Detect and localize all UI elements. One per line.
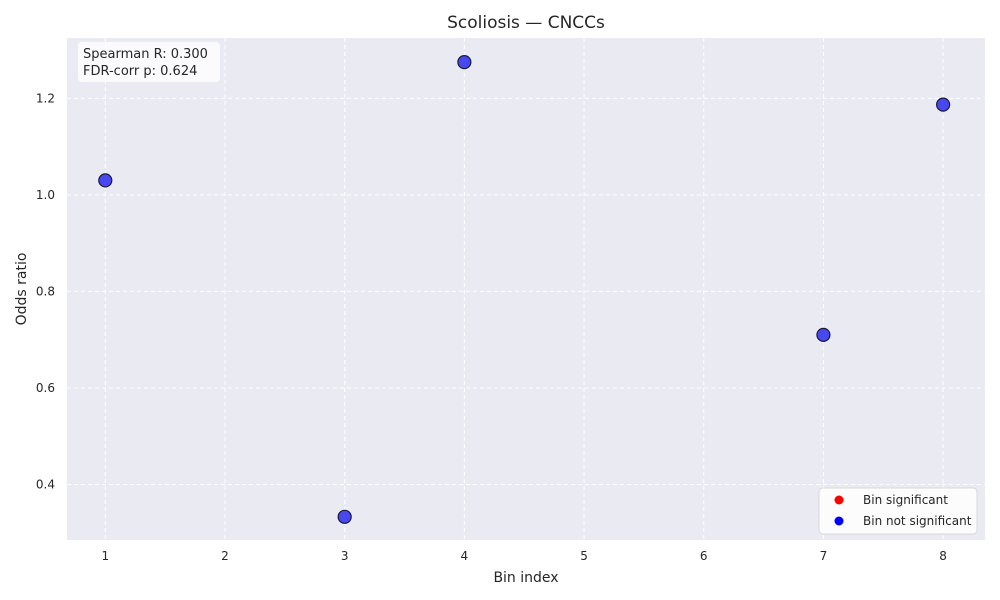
data-point xyxy=(98,173,113,188)
plot-area xyxy=(67,38,985,540)
y-axis-label: Odds ratio xyxy=(14,253,30,326)
annotation-fdr-p: FDR-corr p: 0.624 xyxy=(83,64,197,79)
x-tick-label: 8 xyxy=(939,549,947,563)
data-points xyxy=(98,55,951,524)
y-tick-label: 1.2 xyxy=(36,91,55,105)
y-tick-label: 0.4 xyxy=(36,477,55,491)
legend-marker-not-significant xyxy=(834,516,844,526)
legend-label-not-significant: Bin not significant xyxy=(863,514,972,528)
legend-label-significant: Bin significant xyxy=(863,493,948,507)
legend-marker-significant xyxy=(834,495,844,505)
data-point xyxy=(936,97,951,112)
chart-title: Scoliosis — CNCCs xyxy=(447,13,605,33)
stats-annotation: Spearman R: 0.300 FDR-corr p: 0.624 xyxy=(78,42,220,82)
annotation-spearman: Spearman R: 0.300 xyxy=(83,47,208,62)
x-tick-label: 1 xyxy=(101,549,109,563)
y-tick-label: 1.0 xyxy=(36,188,55,202)
data-point xyxy=(816,327,831,342)
annotation-box xyxy=(78,42,220,82)
data-point xyxy=(337,509,352,524)
x-axis-label: Bin index xyxy=(493,570,558,586)
grid xyxy=(67,38,985,540)
x-tick-label: 5 xyxy=(580,549,588,563)
y-tick-labels: 0.4 0.6 0.8 1.0 1.2 xyxy=(36,91,55,491)
y-tick-label: 0.8 xyxy=(36,284,55,298)
x-tick-label: 3 xyxy=(341,549,349,563)
y-tick-label: 0.6 xyxy=(36,381,55,395)
legend: Bin significant Bin not significant xyxy=(818,487,978,535)
x-tick-label: 4 xyxy=(461,549,469,563)
x-tick-label: 2 xyxy=(221,549,229,563)
legend-box xyxy=(818,487,978,535)
data-point xyxy=(457,55,472,70)
x-tick-label: 7 xyxy=(820,549,828,563)
x-tick-label: 6 xyxy=(700,549,708,563)
x-tick-labels: 1 2 3 4 5 6 7 8 xyxy=(101,549,946,563)
